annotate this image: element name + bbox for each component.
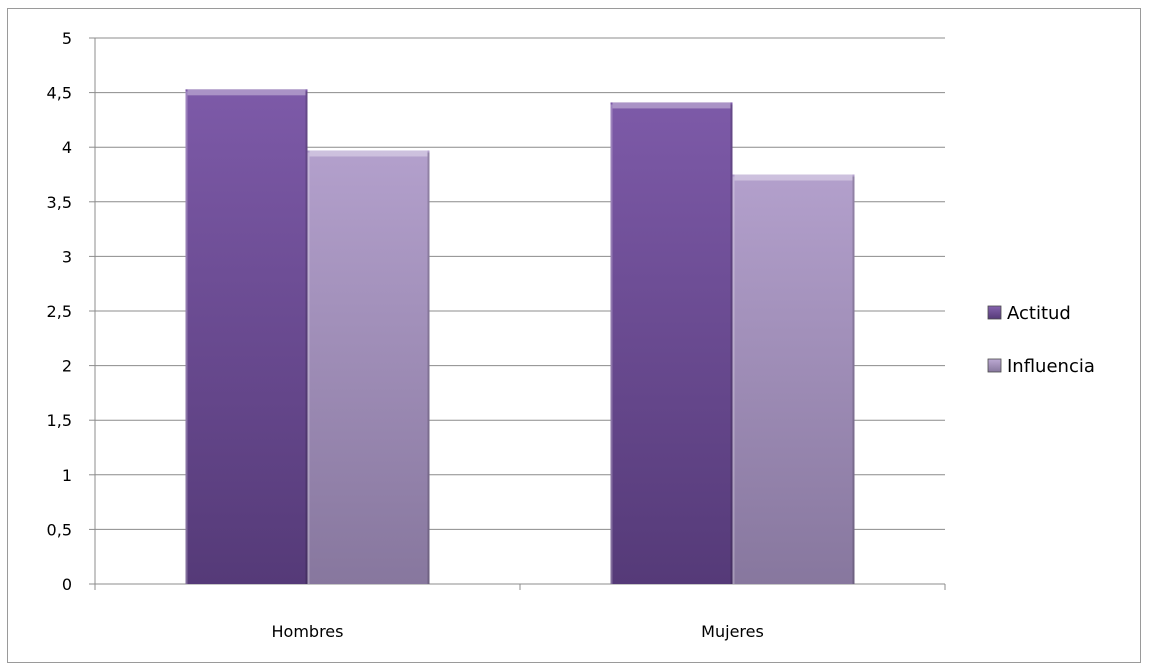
x-tick-label-hombres: Hombres (272, 622, 344, 641)
bars (185, 89, 855, 584)
bar-left-bevel (185, 91, 188, 584)
y-tick-label: 1 (62, 466, 72, 485)
y-tick-label: 4 (62, 138, 72, 157)
legend: Actitud Influencia (987, 303, 1095, 377)
axis-labels: 0 0,5 1 1,5 2 2,5 3 3,5 4 4,5 5 Hombres Mujeres (47, 29, 764, 641)
legend-label-influencia: Influencia (1007, 356, 1095, 377)
y-tick-label: 0,5 (47, 520, 72, 539)
bar-left-bevel (307, 152, 310, 584)
y-tick-label: 3,5 (47, 193, 72, 212)
bar-influencia-mujeres (732, 174, 855, 584)
y-tick-label: 3 (62, 247, 72, 266)
y-tick-label: 5 (62, 29, 72, 48)
legend-swatch-actitud (987, 305, 1002, 320)
y-tick-label: 2 (62, 357, 72, 376)
bar-top-bevel (612, 102, 731, 109)
y-tick-label: 1,5 (47, 411, 72, 430)
bar-top-bevel (734, 174, 853, 181)
bar-left-bevel (732, 176, 735, 584)
bar-right-shade (305, 91, 308, 584)
bar-top-bevel (187, 89, 306, 96)
legend-label-actitud: Actitud (1007, 303, 1071, 324)
y-tick-label: 0 (62, 575, 72, 594)
y-tick-label: 4,5 (47, 84, 72, 103)
legend-swatch-influencia (987, 358, 1002, 373)
bar-top-bevel (309, 150, 428, 157)
bar-left-bevel (610, 104, 613, 584)
bar-actitud-mujeres (610, 102, 733, 584)
bar-right-shade (852, 176, 855, 584)
y-tick-label: 2,5 (47, 302, 72, 321)
bar-influencia-hombres (307, 150, 430, 584)
bar-right-shade (427, 152, 430, 584)
bar-actitud-hombres (185, 89, 308, 584)
x-tick-label-mujeres: Mujeres (701, 622, 764, 641)
bar-right-shade (730, 104, 733, 584)
